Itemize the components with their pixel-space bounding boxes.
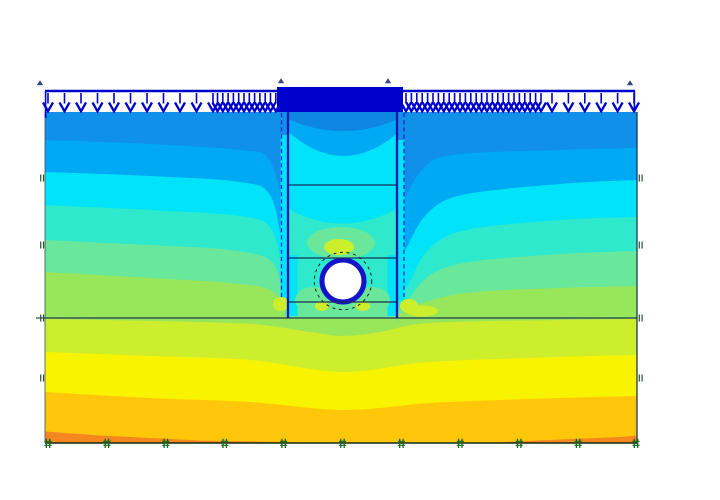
point-label-glyph: [384, 78, 392, 84]
load-arrow-head: [611, 101, 624, 114]
load-arrow-head: [124, 101, 137, 114]
distributed-load: [42, 87, 640, 118]
load-arrow-head: [58, 101, 71, 114]
load-arrow-head: [157, 101, 170, 114]
load-arrow-head: [91, 101, 104, 114]
load-arrow-head: [190, 101, 203, 114]
load-arrow-head: [222, 101, 235, 114]
tunnel-lining: [319, 257, 367, 305]
load-arrow-head: [211, 101, 224, 114]
load-arrow-head: [174, 101, 186, 114]
load-arrow-head: [108, 101, 120, 114]
point-label-glyph: [36, 80, 44, 86]
load-arrow-head: [535, 101, 547, 114]
load-arrow-head: [264, 101, 277, 114]
load-arrow-head: [238, 101, 250, 114]
load-arrow-head: [628, 101, 640, 114]
load-arrow-head: [42, 101, 54, 114]
load-arrow-head: [259, 101, 272, 114]
load-arrow-head: [232, 101, 245, 114]
load-arrow-head: [227, 101, 240, 114]
load-arrow-head: [75, 101, 87, 114]
load-arrow-head: [216, 101, 229, 114]
band-9-amber: [45, 392, 637, 443]
load-arrow-head: [243, 101, 256, 114]
load-arrow-head: [248, 101, 261, 114]
load-arrow-head: [269, 101, 282, 114]
tunnel-deformed-outline: [313, 251, 373, 311]
load-arrow-head: [595, 101, 608, 114]
load-arrow-head: [578, 101, 591, 114]
load-block: [277, 87, 403, 112]
load-arrow-head: [253, 101, 266, 114]
load-arrow-head: [207, 101, 219, 114]
contour-bands: [45, 112, 637, 443]
load-arrow-head: [141, 101, 153, 114]
point-label-glyph: [626, 80, 634, 86]
load-arrow-head: [546, 101, 558, 114]
boundary-markers: [36, 78, 643, 448]
point-label-glyph: [277, 78, 285, 84]
load-arrow-head: [562, 101, 575, 114]
